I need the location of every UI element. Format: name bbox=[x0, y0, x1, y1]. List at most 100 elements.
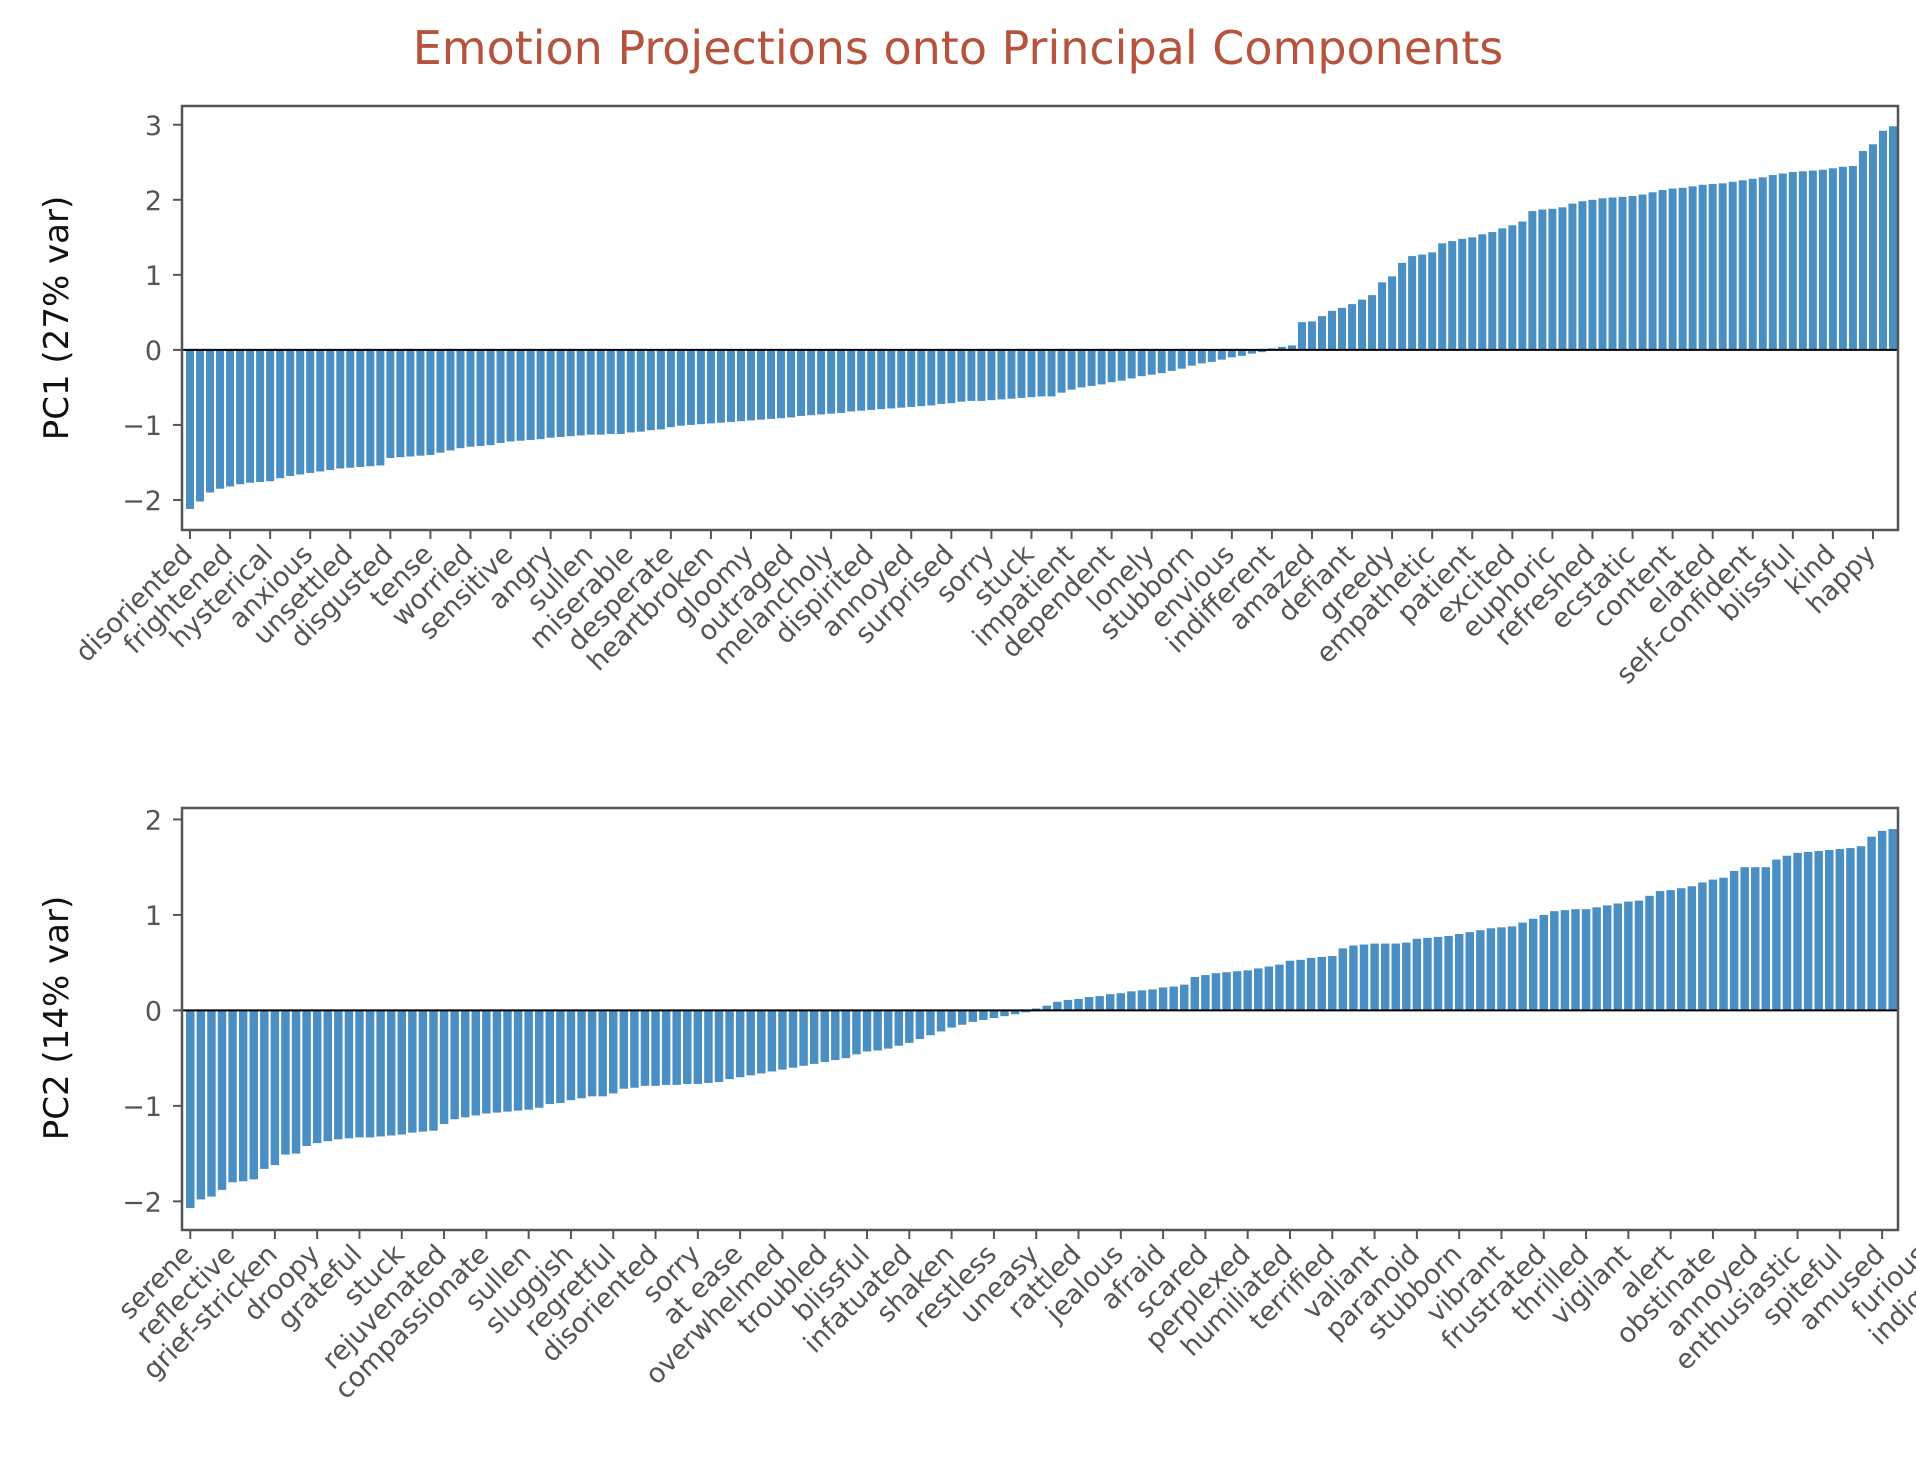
bar bbox=[429, 1010, 438, 1131]
bar bbox=[1264, 966, 1274, 1011]
bar bbox=[1297, 322, 1306, 350]
bar bbox=[1782, 855, 1792, 1011]
bar bbox=[206, 349, 215, 493]
bar bbox=[1107, 349, 1116, 383]
bar bbox=[1608, 197, 1617, 350]
bar bbox=[1307, 321, 1316, 350]
bar bbox=[1548, 208, 1557, 350]
bar bbox=[556, 349, 565, 437]
bar bbox=[704, 1010, 713, 1083]
bar bbox=[1592, 907, 1601, 1011]
bar bbox=[1825, 850, 1834, 1011]
bar bbox=[236, 349, 245, 485]
bar bbox=[334, 1010, 343, 1140]
bar bbox=[1634, 900, 1644, 1011]
bar bbox=[1458, 238, 1467, 350]
bar bbox=[937, 349, 946, 404]
bar bbox=[1581, 909, 1591, 1011]
bar bbox=[1423, 937, 1432, 1011]
bar bbox=[436, 349, 445, 453]
bar bbox=[894, 1010, 903, 1046]
bar bbox=[1296, 959, 1305, 1011]
bar bbox=[1007, 349, 1016, 399]
bar bbox=[746, 1010, 755, 1076]
bar bbox=[1433, 936, 1443, 1011]
bar bbox=[1057, 349, 1066, 393]
bar bbox=[446, 349, 455, 451]
bar bbox=[1645, 895, 1654, 1011]
bar bbox=[1074, 998, 1083, 1011]
bar bbox=[927, 349, 936, 406]
bar bbox=[606, 349, 615, 434]
bar bbox=[1438, 243, 1447, 350]
y-tick-label: 1 bbox=[145, 261, 162, 292]
plot-frame bbox=[180, 806, 1900, 1232]
bar bbox=[1254, 968, 1263, 1011]
bar bbox=[546, 349, 555, 438]
bar bbox=[979, 1010, 988, 1020]
bar bbox=[1550, 911, 1559, 1011]
bar bbox=[1190, 976, 1200, 1011]
bar bbox=[397, 1010, 406, 1135]
bar bbox=[706, 349, 715, 424]
bar bbox=[1201, 975, 1210, 1011]
bar bbox=[1838, 166, 1847, 350]
bar bbox=[1275, 964, 1284, 1011]
bar bbox=[1053, 1001, 1062, 1011]
bar bbox=[1398, 262, 1407, 350]
bar bbox=[1708, 879, 1718, 1011]
bar bbox=[651, 1010, 660, 1086]
bar bbox=[797, 349, 806, 416]
bar bbox=[1558, 207, 1567, 350]
bar bbox=[1047, 349, 1056, 397]
bar bbox=[1478, 234, 1487, 350]
bar bbox=[492, 1010, 502, 1113]
bar bbox=[1418, 254, 1427, 350]
bar bbox=[356, 349, 365, 467]
bar bbox=[1095, 996, 1104, 1011]
bar bbox=[1157, 349, 1166, 374]
bar bbox=[1538, 209, 1547, 350]
bar bbox=[1217, 349, 1226, 360]
bar bbox=[460, 1010, 470, 1118]
bar bbox=[887, 349, 896, 409]
bar bbox=[249, 1010, 258, 1180]
bar bbox=[862, 1010, 872, 1052]
bar bbox=[636, 349, 645, 432]
bar bbox=[556, 1010, 565, 1104]
bar bbox=[1528, 211, 1537, 350]
bar bbox=[545, 1010, 555, 1104]
bar bbox=[666, 349, 675, 428]
bar bbox=[799, 1010, 808, 1066]
y-tick-label: −2 bbox=[122, 1187, 162, 1218]
bar bbox=[587, 1010, 597, 1097]
bar bbox=[1468, 237, 1477, 350]
bar bbox=[1211, 973, 1221, 1011]
bar bbox=[408, 1010, 417, 1133]
bar bbox=[672, 1010, 681, 1085]
bar bbox=[1628, 196, 1637, 350]
bar bbox=[326, 349, 335, 470]
bar bbox=[1359, 944, 1369, 1011]
bar bbox=[857, 349, 866, 411]
bar bbox=[524, 1010, 533, 1110]
bar bbox=[1814, 850, 1823, 1011]
bar bbox=[757, 1010, 766, 1074]
bar bbox=[1017, 349, 1026, 398]
bar bbox=[661, 1010, 671, 1085]
bar bbox=[1237, 349, 1246, 356]
bar bbox=[1677, 888, 1686, 1011]
bar bbox=[1718, 183, 1727, 350]
bar bbox=[1465, 932, 1474, 1011]
bar bbox=[312, 1010, 322, 1144]
bar bbox=[788, 1010, 798, 1068]
y-tick-label: 2 bbox=[145, 186, 162, 217]
bar bbox=[1867, 836, 1876, 1011]
bar bbox=[1349, 945, 1358, 1011]
bar bbox=[1358, 299, 1367, 350]
bar bbox=[526, 349, 535, 440]
bar bbox=[926, 1010, 935, 1036]
y-tick-label: 0 bbox=[145, 996, 162, 1027]
